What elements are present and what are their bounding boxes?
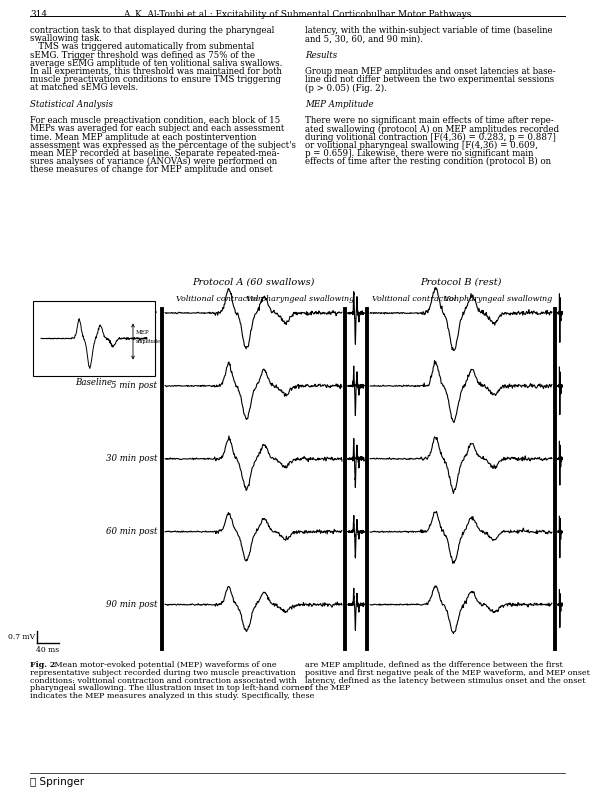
Text: are MEP amplitude, defined as the difference between the first: are MEP amplitude, defined as the differ… [305, 661, 563, 669]
Text: sures analyses of variance (ANOVAs) were performed on: sures analyses of variance (ANOVAs) were… [30, 157, 277, 166]
Text: during volitional contraction [F(4,36) = 0.283, p = 0.887]: during volitional contraction [F(4,36) =… [305, 133, 556, 142]
Text: latency, with the within-subject variable of time (baseline: latency, with the within-subject variabl… [305, 26, 553, 35]
Text: or volitional pharyngeal swallowing [F(4,36) = 0.609,: or volitional pharyngeal swallowing [F(4… [305, 141, 538, 150]
Text: MEP Amplitude: MEP Amplitude [305, 100, 374, 109]
Text: 314: 314 [30, 10, 47, 19]
Text: line did not differ between the two experimental sessions: line did not differ between the two expe… [305, 75, 554, 84]
Text: muscle preactivation conditions to ensure TMS triggering: muscle preactivation conditions to ensur… [30, 75, 281, 84]
Text: Vol pharyngeal swallowing: Vol pharyngeal swallowing [246, 295, 354, 303]
Text: Statistical Analysis: Statistical Analysis [30, 100, 113, 109]
Text: these measures of change for MEP amplitude and onset: these measures of change for MEP amplitu… [30, 165, 273, 174]
Text: p = 0.659]. Likewise, there were no significant main: p = 0.659]. Likewise, there were no sign… [305, 149, 533, 158]
Text: positive and first negative peak of the MEP waveform, and MEP onset: positive and first negative peak of the … [305, 669, 590, 677]
Text: Fig. 2: Fig. 2 [30, 661, 55, 669]
Text: 30 min post: 30 min post [105, 454, 157, 464]
Text: A. K. Al-Toubi et al.: Excitability of Submental Corticobulbar Motor Pathways: A. K. Al-Toubi et al.: Excitability of S… [123, 10, 471, 19]
Text: and 5, 30, 60, and 90 min).: and 5, 30, 60, and 90 min). [305, 34, 423, 44]
Text: 5 min post: 5 min post [111, 381, 157, 391]
Text: (p > 0.05) (Fig. 2).: (p > 0.05) (Fig. 2). [305, 83, 387, 93]
Text: time. Mean MEP amplitude at each postintervention: time. Mean MEP amplitude at each postint… [30, 133, 256, 142]
Text: mean MEP recorded at baseline. Separate repeated-mea-: mean MEP recorded at baseline. Separate … [30, 149, 280, 158]
Text: Mean motor-evoked potential (MEP) waveforms of one: Mean motor-evoked potential (MEP) wavefo… [52, 661, 277, 669]
Text: sEMG. Trigger threshold was defined as 75% of the: sEMG. Trigger threshold was defined as 7… [30, 51, 255, 59]
Text: Volitional contraction: Volitional contraction [371, 295, 459, 303]
Text: Vol pharyngeal swallowing: Vol pharyngeal swallowing [444, 295, 552, 303]
Text: 60 min post: 60 min post [105, 527, 157, 536]
Text: In all experiments, this threshold was maintained for both: In all experiments, this threshold was m… [30, 67, 282, 76]
Text: latency, defined as the latency between stimulus onset and the onset: latency, defined as the latency between … [305, 676, 585, 684]
Text: MEPs was averaged for each subject and each assessment: MEPs was averaged for each subject and e… [30, 124, 284, 134]
Text: Protocol A (60 swallows): Protocol A (60 swallows) [192, 278, 315, 287]
Text: effects of time after the resting condition (protocol B) on: effects of time after the resting condit… [305, 157, 551, 166]
Text: average sEMG amplitude of ten volitional saliva swallows.: average sEMG amplitude of ten volitional… [30, 59, 283, 68]
Text: indicates the MEP measures analyzed in this study. Specifically, these: indicates the MEP measures analyzed in t… [30, 692, 314, 700]
Text: amplitude: amplitude [136, 339, 161, 345]
Text: Baseline: Baseline [120, 308, 157, 317]
Bar [33, 301, 155, 376]
Text: swallowing task.: swallowing task. [30, 34, 102, 44]
Text: Group mean MEP amplitudes and onset latencies at base-: Group mean MEP amplitudes and onset late… [305, 67, 556, 76]
Text: 90 min post: 90 min post [105, 600, 157, 609]
Text: pharyngeal swallowing. The illustration inset in top left-hand corner: pharyngeal swallowing. The illustration … [30, 684, 308, 692]
Text: 40 ms: 40 ms [36, 646, 60, 654]
Text: representative subject recorded during two muscle preactivation: representative subject recorded during t… [30, 669, 296, 677]
Text: Baseline: Baseline [76, 378, 112, 387]
Text: Ⓢ Springer: Ⓢ Springer [30, 777, 84, 787]
Text: There were no significant main effects of time after repe-: There were no significant main effects o… [305, 116, 554, 125]
Text: Results: Results [305, 51, 337, 59]
Text: Volitional contraction: Volitional contraction [177, 295, 264, 303]
Text: contraction task to that displayed during the pharyngeal: contraction task to that displayed durin… [30, 26, 274, 35]
Text: ated swallowing (protocol A) on MEP amplitudes recorded: ated swallowing (protocol A) on MEP ampl… [305, 124, 559, 134]
Text: assessment was expressed as the percentage of the subject's: assessment was expressed as the percenta… [30, 141, 296, 149]
Text: For each muscle preactivation condition, each block of 15: For each muscle preactivation condition,… [30, 116, 280, 125]
Text: at matched sEMG levels.: at matched sEMG levels. [30, 83, 138, 93]
Text: conditions: volitional contraction and contraction associated with: conditions: volitional contraction and c… [30, 676, 297, 684]
Text: of the MEP: of the MEP [305, 684, 350, 692]
Text: MEP: MEP [136, 331, 149, 335]
Text: 0.7 mV: 0.7 mV [8, 633, 35, 641]
Text: TMS was triggered automatically from submental: TMS was triggered automatically from sub… [30, 43, 254, 51]
Text: Protocol B (rest): Protocol B (rest) [420, 278, 502, 287]
